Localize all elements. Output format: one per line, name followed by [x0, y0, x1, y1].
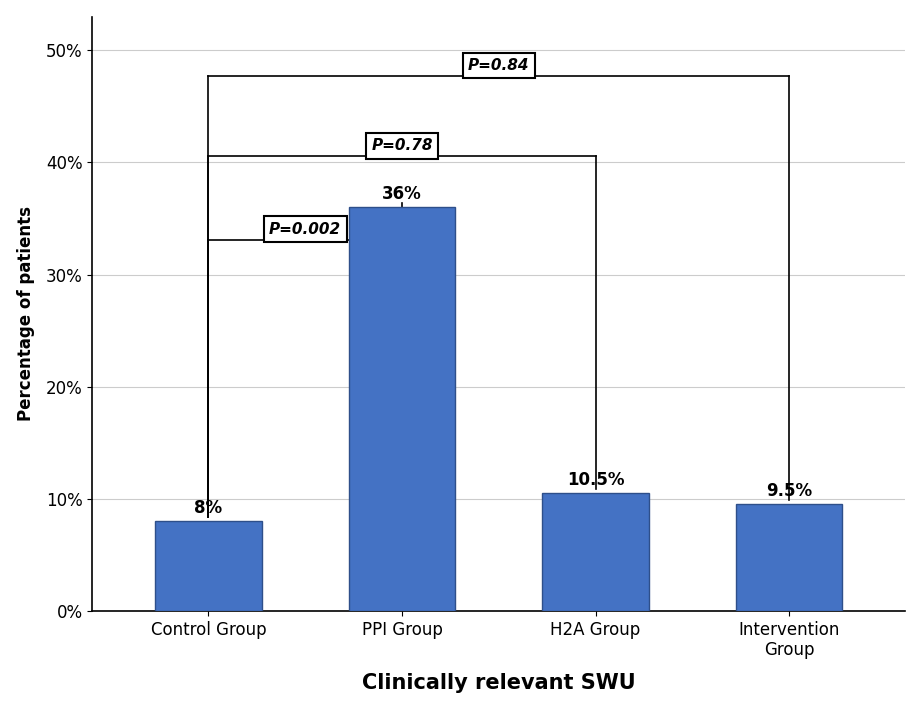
X-axis label: Clinically relevant SWU: Clinically relevant SWU: [362, 673, 635, 694]
Y-axis label: Percentage of patients: Percentage of patients: [17, 207, 35, 421]
Text: 10.5%: 10.5%: [567, 471, 624, 488]
Text: 36%: 36%: [382, 185, 422, 203]
Bar: [542, 493, 649, 611]
Bar: [349, 207, 455, 611]
Bar: [736, 504, 843, 611]
Bar: [155, 521, 262, 611]
Text: P=0.78: P=0.78: [372, 138, 432, 153]
Text: P=0.84: P=0.84: [468, 58, 529, 73]
Text: P=0.002: P=0.002: [269, 222, 341, 236]
Text: 9.5%: 9.5%: [766, 482, 812, 500]
Text: 8%: 8%: [195, 498, 222, 517]
